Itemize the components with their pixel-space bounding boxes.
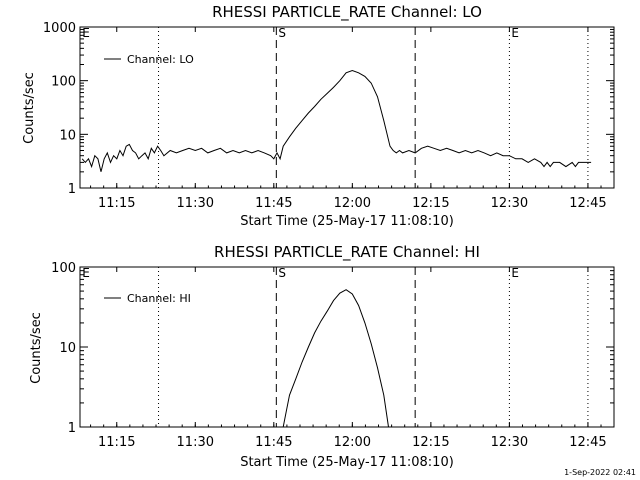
y-tick-label-lo: 1 — [68, 182, 76, 197]
y-axis-label-hi: Counts/sec — [29, 312, 44, 384]
x-tick-label-lo: 12:30 — [491, 196, 528, 211]
y-tick-label-lo: 10 — [59, 128, 76, 143]
legend-label-hi: Channel: HI — [127, 292, 191, 305]
x-tick-label-lo: 12:00 — [334, 196, 371, 211]
y-tick-label-hi: 10 — [59, 341, 76, 356]
chart-title-lo: RHESSI PARTICLE_RATE Channel: LO — [212, 3, 482, 22]
marker-label-S: S — [278, 26, 286, 40]
y-tick-label-hi: 100 — [51, 261, 76, 276]
plot-frame-lo — [79, 26, 615, 189]
x-tick-label-hi: 12:45 — [569, 435, 606, 450]
legend-label-lo: Channel: LO — [127, 53, 194, 66]
x-tick-label-hi: 11:15 — [98, 435, 135, 450]
chart-title-hi: RHESSI PARTICLE_RATE Channel: HI — [214, 243, 480, 262]
panel-lo: RHESSI PARTICLE_RATE Channel: LO Counts/… — [22, 3, 615, 229]
x-tick-label-hi: 12:30 — [491, 435, 528, 450]
y-tick-label-hi: 1 — [68, 421, 76, 436]
legend-hi: Channel: HI — [104, 292, 191, 305]
plot-frame-hi — [79, 266, 615, 428]
x-tick-label-lo: 11:30 — [177, 196, 214, 211]
marker-label-E: E — [511, 266, 519, 280]
x-tick-label-lo: 11:15 — [98, 196, 135, 211]
x-axis-label-hi: Start Time (25-May-17 11:08:10) — [240, 455, 454, 470]
y-axis-label-lo: Counts/sec — [22, 72, 37, 144]
x-tick-label-hi: 12:15 — [412, 435, 449, 450]
marker-label-E: E — [82, 266, 90, 280]
series-line-hi — [282, 289, 389, 428]
x-tick-label-hi: 11:30 — [177, 435, 214, 450]
x-tick-label-hi: 11:45 — [255, 435, 292, 450]
x-tick-label-hi: 12:00 — [334, 435, 371, 450]
x-tick-label-lo: 12:45 — [569, 196, 606, 211]
x-tick-label-lo: 11:45 — [255, 196, 292, 211]
marker-label-E: E — [82, 26, 90, 40]
panel-hi: RHESSI PARTICLE_RATE Channel: HI Counts/… — [29, 243, 615, 470]
legend-lo: Channel: LO — [104, 53, 194, 66]
footer-timestamp: 1-Sep-2022 02:41 — [564, 468, 636, 477]
marker-label-S: S — [278, 266, 286, 280]
x-tick-label-lo: 12:15 — [412, 196, 449, 211]
y-tick-label-lo: 100 — [51, 75, 76, 90]
x-axis-label-lo: Start Time (25-May-17 11:08:10) — [240, 214, 454, 229]
y-tick-label-lo: 1000 — [43, 21, 76, 36]
marker-label-E: E — [511, 26, 519, 40]
series-line-lo — [81, 69, 592, 172]
